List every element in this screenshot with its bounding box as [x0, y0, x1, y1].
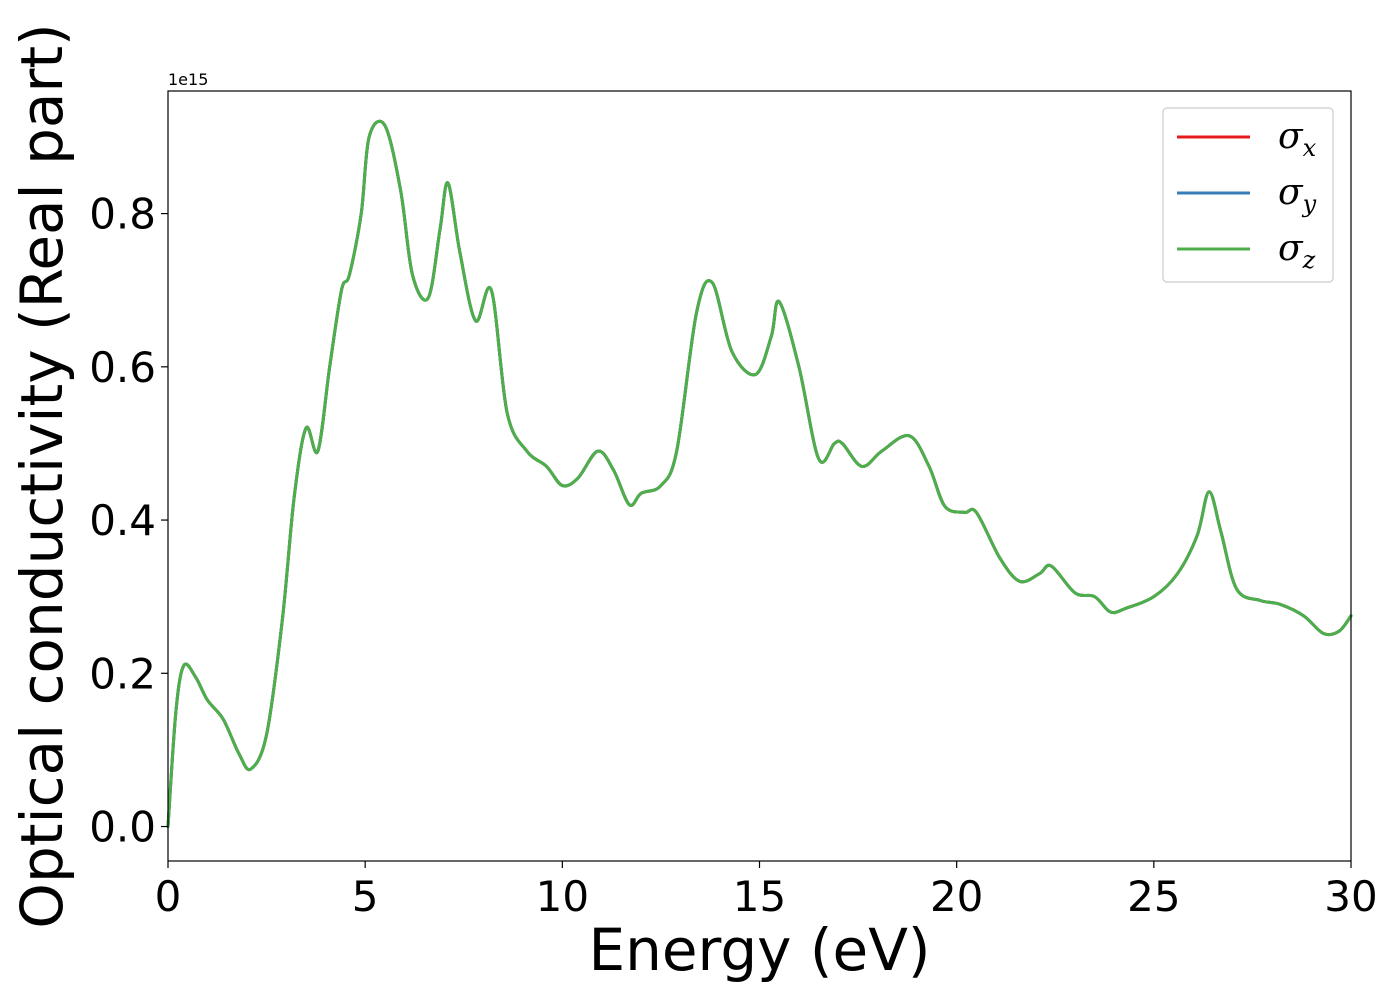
x-tick-label: 30 — [1324, 872, 1377, 921]
series-layer — [166, 119, 1353, 829]
y-tick-label: 0.8 — [89, 190, 156, 239]
y-tick-label: 0.6 — [89, 343, 156, 392]
legend-box — [1162, 107, 1334, 283]
x-tick-label: 20 — [930, 872, 983, 921]
x-tick-label: 0 — [155, 872, 182, 921]
x-axis-ticks: 0 5 10 15 20 25 30 — [155, 861, 1378, 921]
y-tick-label: 0.0 — [89, 803, 156, 852]
legend-label-sigma-x: σx — [1278, 116, 1317, 162]
y-axis-ticks: 0.0 0.2 0.4 0.6 0.8 — [89, 190, 168, 852]
y-axis-title: Optical conductivity (Real part) — [8, 23, 76, 928]
legend-label-sigma-y: σy — [1278, 172, 1317, 218]
y-tick-label: 0.2 — [89, 649, 156, 698]
x-tick-label: 15 — [733, 872, 786, 921]
x-tick-label: 10 — [536, 872, 589, 921]
y-offset-label: 1e15 — [168, 70, 208, 89]
x-tick-label: 25 — [1127, 872, 1180, 921]
x-tick-label: 5 — [352, 872, 379, 921]
y-tick-label: 0.4 — [89, 496, 156, 545]
series-line-sigma-z — [166, 119, 1353, 829]
x-axis-title: Energy (eV) — [588, 916, 930, 984]
